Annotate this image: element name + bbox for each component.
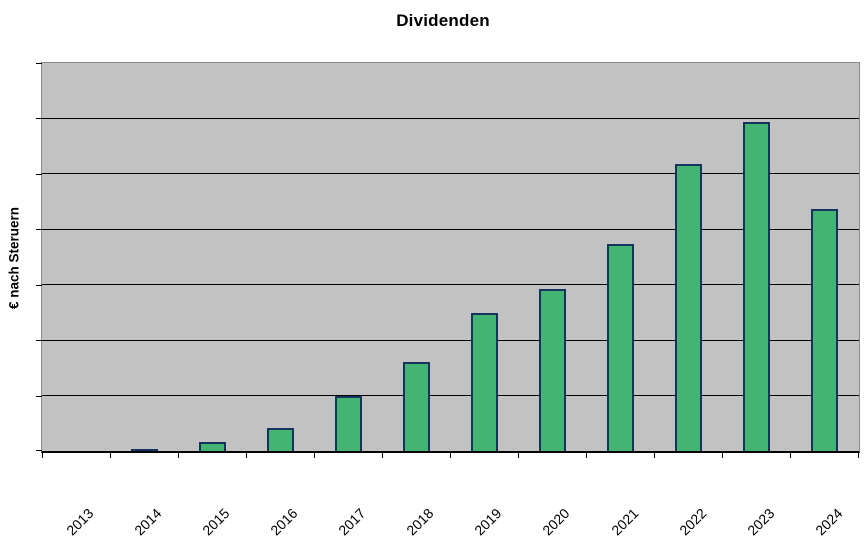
y-axis-title: € nach Steruern bbox=[6, 206, 22, 310]
bar-2019 bbox=[471, 312, 499, 451]
x-axis-tick bbox=[177, 453, 179, 458]
gridline bbox=[42, 395, 859, 397]
x-axis-tick bbox=[518, 453, 520, 458]
bar-2017 bbox=[334, 395, 362, 451]
x-axis-label-2014: 2014 bbox=[131, 505, 165, 539]
bar-2021 bbox=[607, 243, 635, 451]
x-axis-tick bbox=[313, 453, 315, 458]
gridline bbox=[42, 117, 859, 119]
x-axis-label-2013: 2013 bbox=[63, 505, 97, 539]
y-axis-tick bbox=[36, 284, 42, 286]
bar-2018 bbox=[402, 362, 430, 451]
y-axis-tick bbox=[36, 173, 42, 175]
y-axis-tick bbox=[36, 395, 42, 397]
x-axis-tick bbox=[586, 453, 588, 458]
x-axis-label-2015: 2015 bbox=[199, 505, 233, 539]
plot-area bbox=[36, 62, 860, 458]
y-axis-tick bbox=[36, 340, 42, 342]
gridline bbox=[42, 339, 859, 341]
bar-2024 bbox=[811, 208, 839, 451]
y-axis-tick bbox=[36, 63, 42, 64]
x-axis-label-2022: 2022 bbox=[675, 505, 710, 539]
gridline bbox=[42, 228, 859, 230]
x-axis-label-2019: 2019 bbox=[471, 505, 505, 539]
y-axis-tick bbox=[36, 450, 42, 451]
x-axis-tick bbox=[790, 453, 792, 458]
x-axis-tick bbox=[858, 453, 859, 458]
x-axis-tick bbox=[654, 453, 656, 458]
x-axis-label-2016: 2016 bbox=[267, 505, 301, 539]
bar-2015 bbox=[198, 442, 226, 451]
x-axis-label-2018: 2018 bbox=[403, 505, 437, 539]
bar-2020 bbox=[539, 288, 567, 451]
gridline bbox=[42, 284, 859, 286]
bar-2022 bbox=[675, 163, 703, 451]
x-axis-tick bbox=[450, 453, 451, 458]
x-axis-tick bbox=[245, 453, 247, 458]
x-axis-tick bbox=[381, 453, 383, 458]
x-axis-label-2021: 2021 bbox=[607, 505, 642, 539]
y-axis-tick bbox=[36, 229, 42, 231]
y-axis-tick bbox=[36, 118, 42, 120]
bar-2016 bbox=[266, 428, 294, 451]
x-axis-tick bbox=[722, 453, 724, 458]
x-axis-label-2023: 2023 bbox=[743, 505, 778, 539]
gridline bbox=[42, 173, 859, 175]
x-axis-label-2024: 2024 bbox=[811, 505, 846, 539]
x-axis-label-2020: 2020 bbox=[539, 505, 573, 539]
x-axis-tick bbox=[109, 453, 111, 458]
x-axis-label-2017: 2017 bbox=[335, 505, 369, 539]
bar-2014 bbox=[130, 448, 158, 451]
chart-title: Dividenden bbox=[396, 11, 490, 30]
x-axis-tick bbox=[42, 453, 43, 458]
bar-2023 bbox=[743, 122, 771, 451]
